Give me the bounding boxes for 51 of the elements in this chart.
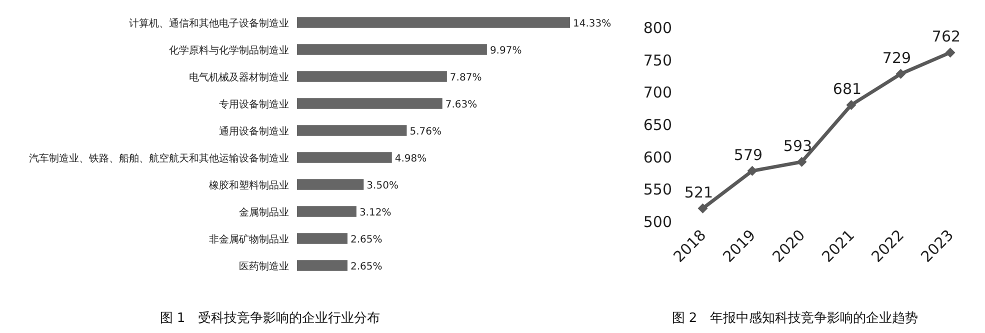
data-label: 2.65% (350, 262, 382, 272)
point (698, 203, 708, 214)
y-tick-label: 600 (643, 148, 672, 166)
y-tick-label: 金属制品业 (239, 206, 289, 218)
data-label: 7.63% (445, 100, 478, 110)
data-label: 681 (832, 80, 862, 98)
point (945, 48, 956, 58)
data-label: 7.87% (450, 72, 482, 84)
y-tick-label: 800 (643, 19, 672, 37)
data-label: 5.76% (410, 126, 442, 138)
y-tick-label: 橡胶和塑料制品业 (209, 180, 289, 192)
y-tick-label: 750 (643, 51, 672, 70)
y-tick-label: 医药制造业 (239, 260, 289, 272)
data-label: 729 (882, 48, 912, 67)
bar (297, 125, 407, 136)
y-tick-label: 550 (643, 180, 672, 199)
y-tick-label: 电气机械及器材制造业 (189, 72, 289, 84)
data-label: 762 (932, 28, 961, 46)
text: 图 1 受科技竞争影响的企业行业分布 (160, 311, 380, 326)
data-label: 2.65% (350, 234, 382, 246)
bar (297, 233, 348, 244)
data-label: 579 (734, 146, 763, 164)
bar (297, 179, 364, 190)
y-tick-label: 汽车制造业、铁路、船舶、航空航天和其他运输设备制造业 (29, 152, 289, 164)
y-tick-label: 通用设备制造业 (219, 126, 289, 138)
point (796, 156, 807, 167)
point (896, 68, 906, 79)
data-label: 9.97% (490, 46, 522, 56)
y-tick-label: 700 (643, 84, 672, 102)
data-label: 593 (783, 136, 812, 155)
data-label: 3.12% (359, 208, 392, 218)
y-tick-label: 计算机、通信和其他电子设备制造业 (129, 18, 289, 30)
text: 图 2 年报中感知科技竞争影响的企业趋势 (672, 311, 918, 326)
y-tick-label: 650 (643, 116, 672, 134)
y-tick-label: 专用设备制造业 (219, 98, 289, 110)
bar (297, 206, 356, 217)
y-tick-label: 500 (643, 213, 672, 231)
bar (297, 152, 392, 163)
data-label: 521 (684, 183, 714, 202)
point (747, 166, 758, 176)
bar (297, 71, 447, 82)
data-label: 3.50% (366, 180, 398, 192)
bar (297, 260, 348, 271)
data-label: 14.33% (573, 18, 612, 30)
point (846, 100, 856, 110)
data-label: 4.98% (394, 154, 427, 164)
bar (297, 17, 570, 28)
bar (297, 98, 442, 109)
y-tick-label: 非金属矿物制品业 (209, 234, 289, 246)
bar (297, 44, 487, 55)
y-tick-label: 化学原料与化学制品制造业 (169, 44, 289, 56)
